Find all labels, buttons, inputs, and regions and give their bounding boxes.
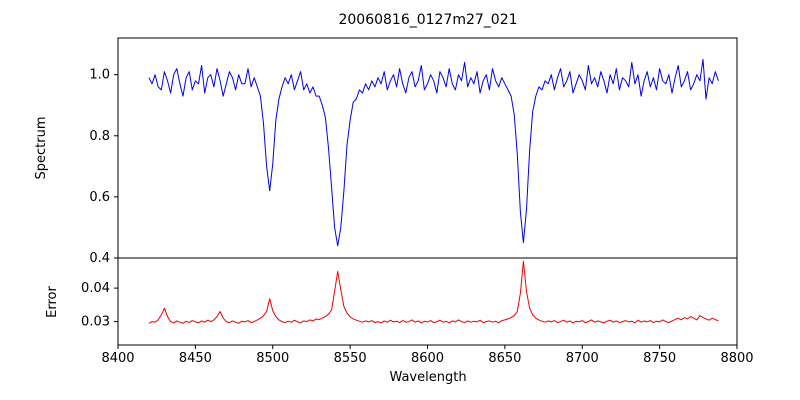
spectrum-panel-spine (117, 37, 738, 259)
y-tick-label: 0.8 (89, 129, 110, 144)
x-tick-label: 8800 (720, 351, 753, 366)
y-tick-label: 0.03 (81, 315, 110, 330)
spectrum-line (148, 58, 719, 247)
x-tick-label: 8500 (256, 351, 289, 366)
x-tick-label: 8750 (643, 351, 676, 366)
y-tick-label: 0.6 (89, 190, 110, 205)
y-tick-label: 0.04 (81, 281, 110, 296)
y-tick-label: 1.0 (89, 68, 110, 83)
y-axis-label-spectrum: Spectrum (34, 117, 49, 180)
error-panel-spine (117, 257, 738, 346)
x-axis-label: Wavelength (389, 370, 466, 385)
error-line (148, 260, 719, 324)
chart-title: 20060816_0127m27_021 (338, 12, 517, 28)
x-tick-label: 8550 (334, 351, 367, 366)
x-tick-label: 8700 (566, 351, 599, 366)
x-tick-label: 8650 (488, 351, 521, 366)
x-tick-label: 8600 (411, 351, 444, 366)
y-axis-label-error: Error (45, 286, 60, 318)
y-tick-label: 0.4 (89, 251, 110, 266)
x-tick-label: 8450 (179, 351, 212, 366)
x-tick-label: 8400 (101, 351, 134, 366)
